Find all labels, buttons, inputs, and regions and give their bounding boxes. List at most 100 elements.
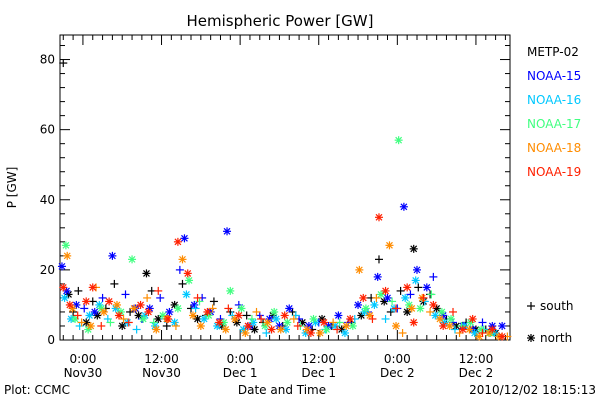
marker-stroke [374,273,382,281]
y-axis-label: P [GW] [5,167,19,209]
data-point-metp-02 [396,286,405,295]
x-tick-label-date: Nov30 [142,366,181,380]
data-point-noaa-19 [368,314,377,323]
data-point-metp-02 [226,307,235,316]
x-tick-label-time: 0:00 [384,352,411,366]
marker-stroke [349,322,357,330]
data-point-noaa-15 [412,265,421,274]
data-point-metp-02 [288,307,297,316]
data-point-noaa-15 [165,307,174,316]
x-tick-label-date: Dec 1 [301,366,336,380]
data-point-noaa-15 [334,311,343,320]
marker-stroke [174,238,182,246]
data-point-noaa-18 [329,318,338,327]
marker-stroke [143,269,150,277]
data-point-noaa-18 [230,314,239,323]
data-point-noaa-17 [283,318,292,327]
marker-stroke [179,255,186,263]
data-point-noaa-19 [114,311,123,320]
marker-stroke [171,319,179,326]
data-point-metp-02 [162,321,171,330]
marker-stroke [62,241,70,249]
data-point-noaa-19 [478,328,487,337]
marker-stroke [338,326,346,333]
marker-stroke [89,283,97,291]
data-point-noaa-19 [280,311,289,320]
data-point-noaa-15 [354,300,363,309]
marker-stroke [384,294,391,302]
marker-stroke [235,312,243,319]
data-point-noaa-17 [128,255,137,264]
marker-legend-entry: north [527,331,572,345]
marker-stroke [416,305,424,312]
marker-stroke [69,305,76,312]
marker-stroke [423,283,431,291]
data-point-noaa-19 [154,286,163,295]
marker-stroke [249,319,257,326]
marker-stroke [431,312,439,319]
marker-stroke [226,287,234,295]
data-point-noaa-17 [97,304,106,313]
marker-stroke [61,294,69,302]
marker-stroke [403,308,411,316]
data-point-noaa-18 [208,304,217,313]
legend-entry: METP-02 [527,45,579,59]
marker-stroke [182,291,190,298]
data-point-noaa-18 [152,325,161,334]
data-point-metp-02 [142,269,151,278]
data-point-noaa-15 [80,304,89,313]
data-point-noaa-18 [77,318,86,327]
data-point-noaa-19 [164,314,173,323]
marker-stroke [355,266,363,274]
marker-stroke [331,322,339,330]
data-point-noaa-16 [182,290,191,299]
plot-frame [59,34,511,341]
marker-stroke [527,334,535,342]
marker-stroke [282,326,290,333]
marker-stroke [184,269,192,277]
data-point-noaa-18 [316,328,325,337]
marker-stroke [403,283,411,291]
data-point-noaa-15 [429,272,438,281]
data-point-noaa-19 [374,213,383,222]
data-point-noaa-17 [477,325,486,334]
data-point-noaa-19 [429,300,438,309]
marker-stroke [87,322,95,330]
marker-stroke [118,322,126,330]
data-point-noaa-16 [331,321,340,330]
y-tick-label: 80 [40,53,55,67]
marker-stroke [452,322,460,330]
data-point-noaa-16 [470,328,479,337]
data-point-noaa-16 [60,293,69,302]
marker-stroke [410,319,418,326]
data-point-noaa-16 [431,311,440,320]
marker-stroke [377,291,385,298]
data-point-noaa-18 [355,265,364,274]
legend-entry: NOAA-19 [527,165,581,179]
data-point-metp-02 [242,311,251,320]
data-point-noaa-18 [196,321,205,330]
data-point-noaa-19 [203,307,212,316]
data-point-noaa-18 [263,318,272,327]
data-point-metp-02 [414,283,423,292]
data-point-metp-02 [59,59,68,68]
data-point-noaa-19 [333,325,342,334]
data-point-noaa-17 [416,304,425,313]
marker-stroke [97,305,105,312]
data-point-noaa-18 [372,293,381,302]
data-point-noaa-17 [106,318,115,327]
data-point-noaa-19 [215,318,224,327]
marker-stroke [312,319,319,326]
data-point-noaa-16 [85,311,94,320]
x-tick-label-date: Dec 1 [223,366,258,380]
data-point-noaa-15 [406,290,415,299]
marker-stroke [71,315,79,323]
data-point-noaa-16 [170,318,179,327]
data-point-noaa-18 [171,321,180,330]
data-point-noaa-17 [447,314,456,323]
marker-stroke [272,315,280,323]
marker-stroke [395,136,403,144]
data-point-metp-02 [386,307,395,316]
data-point-noaa-18 [99,307,108,316]
x-tick-label-date: Dec 2 [459,366,494,380]
